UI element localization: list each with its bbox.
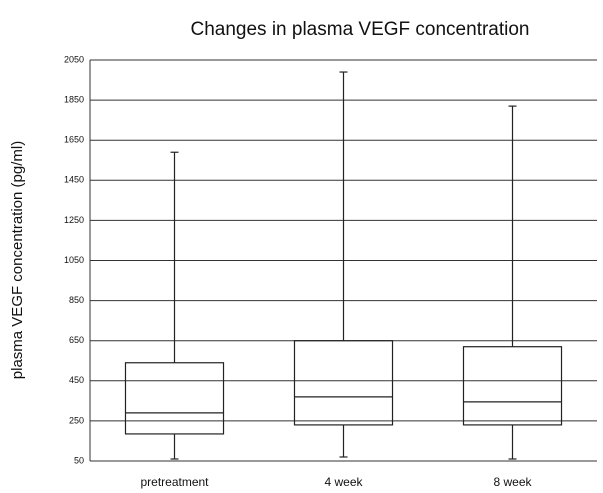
y-tick-label: 450: [69, 375, 84, 385]
box: [124, 362, 225, 435]
y-tick-label: 1250: [64, 215, 84, 225]
x-tick-label: 8 week: [493, 475, 532, 489]
y-tick-label: 250: [69, 415, 84, 425]
chart-title: Changes in plasma VEGF concentration: [190, 19, 529, 40]
x-tick-label: pretreatment: [140, 475, 209, 489]
y-tick-label: 650: [69, 335, 84, 345]
y-tick-label: 1050: [64, 255, 84, 265]
y-tick-label: 1650: [64, 135, 84, 145]
y-tick-label: 1850: [64, 94, 84, 104]
x-tick-label: 4 week: [324, 475, 363, 489]
box: [462, 346, 563, 426]
y-axis-label: plasma VEGF concentration (pg/ml): [9, 141, 26, 379]
y-tick-label: 1450: [64, 175, 84, 185]
box: [293, 340, 394, 426]
y-tick-label: 850: [69, 295, 84, 305]
y-tick-label: 50: [74, 455, 84, 465]
y-tick-label: 2050: [64, 54, 84, 64]
